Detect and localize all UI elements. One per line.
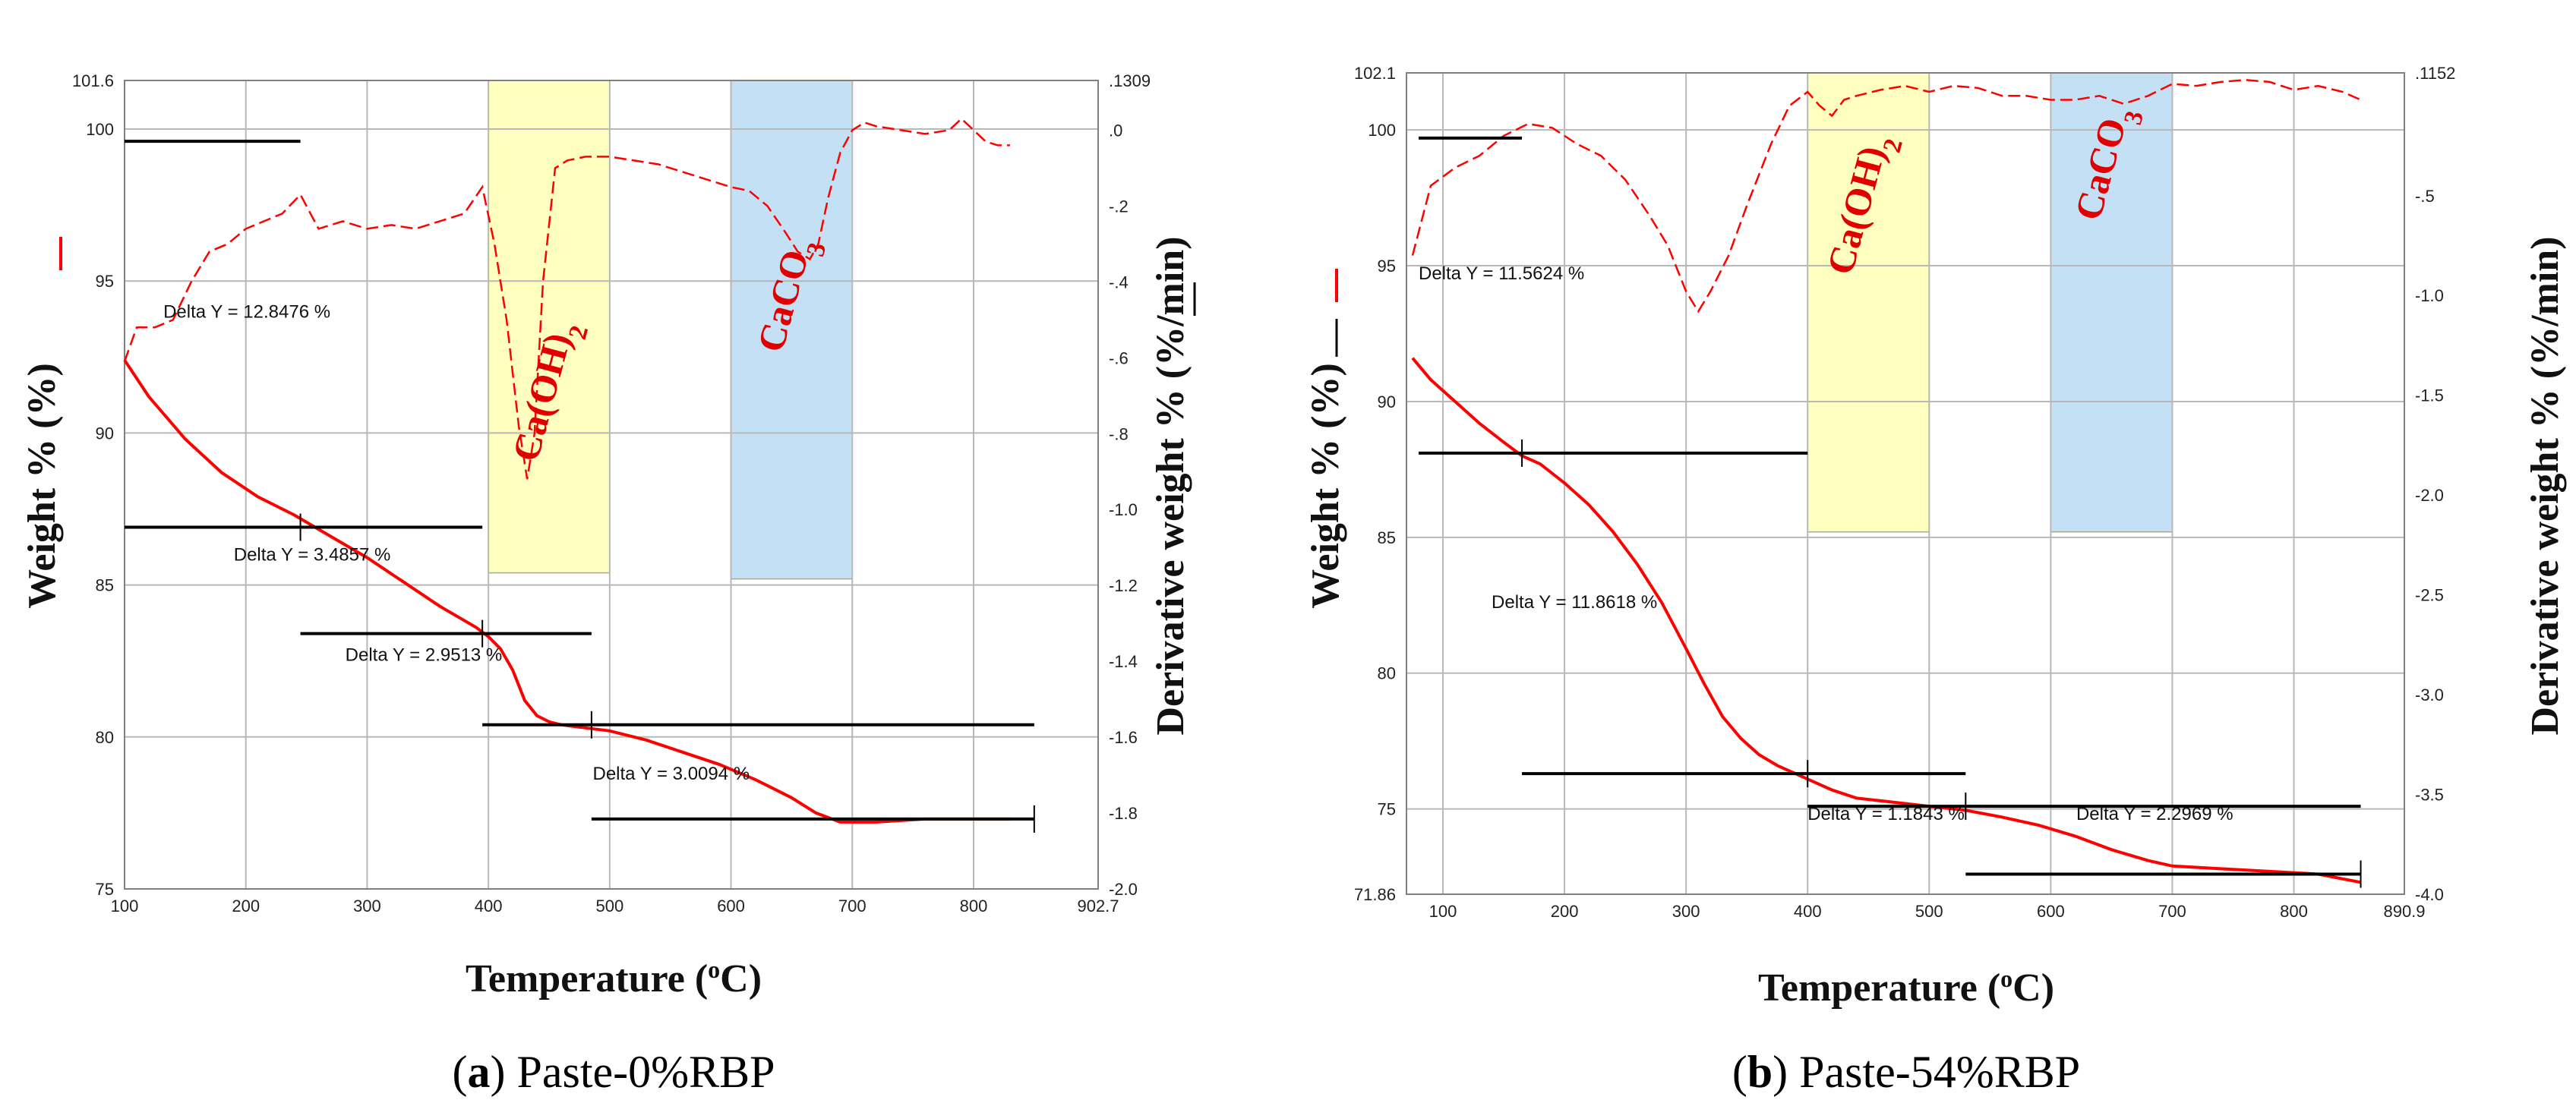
chart-a-delta-label: Delta Y = 3.4857 % xyxy=(234,545,391,566)
chart-b-y-tick-label: 80 xyxy=(1378,664,1396,683)
chart-b-x-tick-label: 700 xyxy=(2158,902,2186,921)
chart-b-y-tick-label: 71.86 xyxy=(1354,885,1396,904)
chart-a-y2-tick-label: -1.0 xyxy=(1109,500,1138,519)
chart-a-x-tick-label: 700 xyxy=(838,897,867,915)
chart-b-x-tick-label: 600 xyxy=(2037,902,2065,921)
chart-a-bands xyxy=(488,80,854,580)
chart-a-delta-label: Delta Y = 2.9513 % xyxy=(346,645,503,666)
chart-b-x-tick-label: 300 xyxy=(1672,902,1700,921)
chart-b-gridlines xyxy=(1406,73,2404,894)
chart-a-x-tick-label: 300 xyxy=(353,897,381,915)
chart-a-x-tick-label: 500 xyxy=(595,897,623,915)
chart-a-band-caco3 xyxy=(730,80,854,580)
chart-b-ticks: 100 200 300 400 500 600 700 800 890.9 71.86 75 80 85… xyxy=(1354,64,2455,921)
chart-a-y2-tick-label: -1.2 xyxy=(1109,576,1138,595)
chart-a-y-tick-label: 90 xyxy=(96,424,114,443)
chart-a-y2-tick-label: .1309 xyxy=(1109,71,1151,90)
chart-a-y2-tick-label: -.4 xyxy=(1109,273,1129,292)
chart-b-delta-label: Delta Y = 11.8618 % xyxy=(1492,592,1657,613)
chart-b-steps: Delta Y = 11.5624 % Delta Y = 11.8618 % De… xyxy=(1419,136,2362,888)
chart-b-x-unit: (oC) xyxy=(1987,965,2054,1010)
chart-a-y2-tick-label: -1.6 xyxy=(1109,728,1138,747)
chart-a-y2-tick-label: -1.8 xyxy=(1109,804,1138,823)
chart-a: Delta Y = 12.8476 % Delta Y = 3.4857 % Del… xyxy=(21,71,1196,1097)
chart-b-x-tick-label: 500 xyxy=(1915,902,1943,921)
chart-b-y-tick-label: 90 xyxy=(1378,392,1396,411)
chart-a-derivative-line xyxy=(123,117,1010,480)
chart-a-band-caoh2 xyxy=(488,80,611,574)
chart-a-y-tick-label: 85 xyxy=(96,576,114,595)
chart-a-x-tick-label: 200 xyxy=(232,897,260,915)
chart-a-y2-axis-title: Derivative weight % (%/min) xyxy=(1149,236,1192,735)
chart-b-y2-tick-label: -4.0 xyxy=(2415,885,2444,904)
chart-b-y2-tick-label: -1.0 xyxy=(2415,286,2444,305)
chart-b-x-axis-title: Temperature (oC) xyxy=(1758,965,2054,1010)
chart-a-y2-tick-label: -1.4 xyxy=(1109,652,1138,671)
chart-b-y2-axis-title: Derivative weight % (%/min) xyxy=(2524,236,2567,735)
chart-a-x-tick-label: 400 xyxy=(475,897,503,915)
chart-b-x-tick-label: 100 xyxy=(1429,902,1457,921)
chart-b-y2-tick-label: -1.5 xyxy=(2415,386,2444,405)
chart-b-band-caco3 xyxy=(2050,72,2174,533)
chart-b-band-caoh2 xyxy=(1807,72,1930,533)
chart-b-y2-tick-label: -3.0 xyxy=(2415,685,2444,704)
chart-a-y2-tick-label: -.2 xyxy=(1109,197,1129,216)
chart-a-y-tick-label: 100 xyxy=(86,120,114,139)
chart-b-delta-label: Delta Y = 11.5624 % xyxy=(1419,263,1584,284)
chart-b-y2-tick-label: -2.0 xyxy=(2415,486,2444,505)
chart-b-y-tick-label: 100 xyxy=(1368,121,1396,140)
chart-a-x-tick-label: 902.7 xyxy=(1077,897,1119,915)
chart-b-x-tick-label: 890.9 xyxy=(2383,902,2425,921)
chart-b-y-axis-title: Weight % (%) xyxy=(1304,363,1347,609)
chart-a-ticks: 100 200 300 400 500 600 700 800 902.7 75 80 85 90 95 1… xyxy=(72,71,1151,915)
chart-b-derivative-line xyxy=(1411,79,2362,314)
chart-b-x-tick-label: 400 xyxy=(1794,902,1822,921)
chart-a-y-tick-label: 80 xyxy=(96,728,114,747)
chart-a-x-unit: (oC) xyxy=(695,956,762,1001)
chart-b-delta-label: Delta Y = 2.2969 % xyxy=(2076,804,2233,824)
chart-a-x-tick-label: 100 xyxy=(111,897,139,915)
chart-b-y2-tick-label: .1152 xyxy=(2415,64,2455,83)
chart-b-x-tick-label: 200 xyxy=(1551,902,1579,921)
chart-a-y-tick-label: 75 xyxy=(96,880,114,899)
chart-b: Delta Y = 11.5624 % Delta Y = 11.8618 % De… xyxy=(1304,64,2567,1097)
chart-a-y2-tick-label: .0 xyxy=(1109,121,1122,140)
chart-a-steps: Delta Y = 12.8476 % Delta Y = 3.4857 % Del… xyxy=(125,140,1035,833)
chart-a-x-tick-label: 600 xyxy=(717,897,745,915)
chart-a-y-axis-title: Weight % (%) xyxy=(21,363,64,609)
chart-b-delta-label: Delta Y = 1.1843 % xyxy=(1807,804,1965,824)
chart-a-y2-tick-label: -2.0 xyxy=(1109,880,1138,899)
chart-b-caption: (b) Paste-54%RBP xyxy=(1732,1047,2080,1097)
chart-a-y2-tick-label: -.8 xyxy=(1109,424,1129,443)
chart-a-y-tick-label: 101.6 xyxy=(72,71,114,90)
chart-a-x-tick-label: 800 xyxy=(960,897,988,915)
chart-b-y-tick-label: 85 xyxy=(1378,528,1396,547)
chart-a-delta-label: Delta Y = 12.8476 % xyxy=(163,301,330,322)
chart-a-delta-label: Delta Y = 3.0094 % xyxy=(592,764,750,784)
chart-a-caption: (a) Paste-0%RBP xyxy=(453,1047,775,1097)
chart-b-y-tick-label: 102.1 xyxy=(1354,64,1396,83)
chart-b-y2-tick-label: -3.5 xyxy=(2415,786,2444,805)
chart-b-plot-frame xyxy=(1406,72,2405,895)
chart-a-y-tick-label: 95 xyxy=(96,272,114,291)
chart-b-bands xyxy=(1807,72,2174,533)
chart-a-x-axis-title: Temperature (oC) xyxy=(466,956,762,1001)
chart-b-y-tick-label: 95 xyxy=(1378,257,1396,276)
chart-a-y2-tick-label: -.6 xyxy=(1109,348,1129,367)
chart-b-y2-tick-label: -.5 xyxy=(2415,187,2435,206)
chart-b-x-tick-label: 800 xyxy=(2280,902,2308,921)
chart-b-y-tick-label: 75 xyxy=(1378,800,1396,819)
chart-a-plot-frame xyxy=(124,80,1099,890)
chart-b-y2-tick-label: -2.5 xyxy=(2415,586,2444,605)
